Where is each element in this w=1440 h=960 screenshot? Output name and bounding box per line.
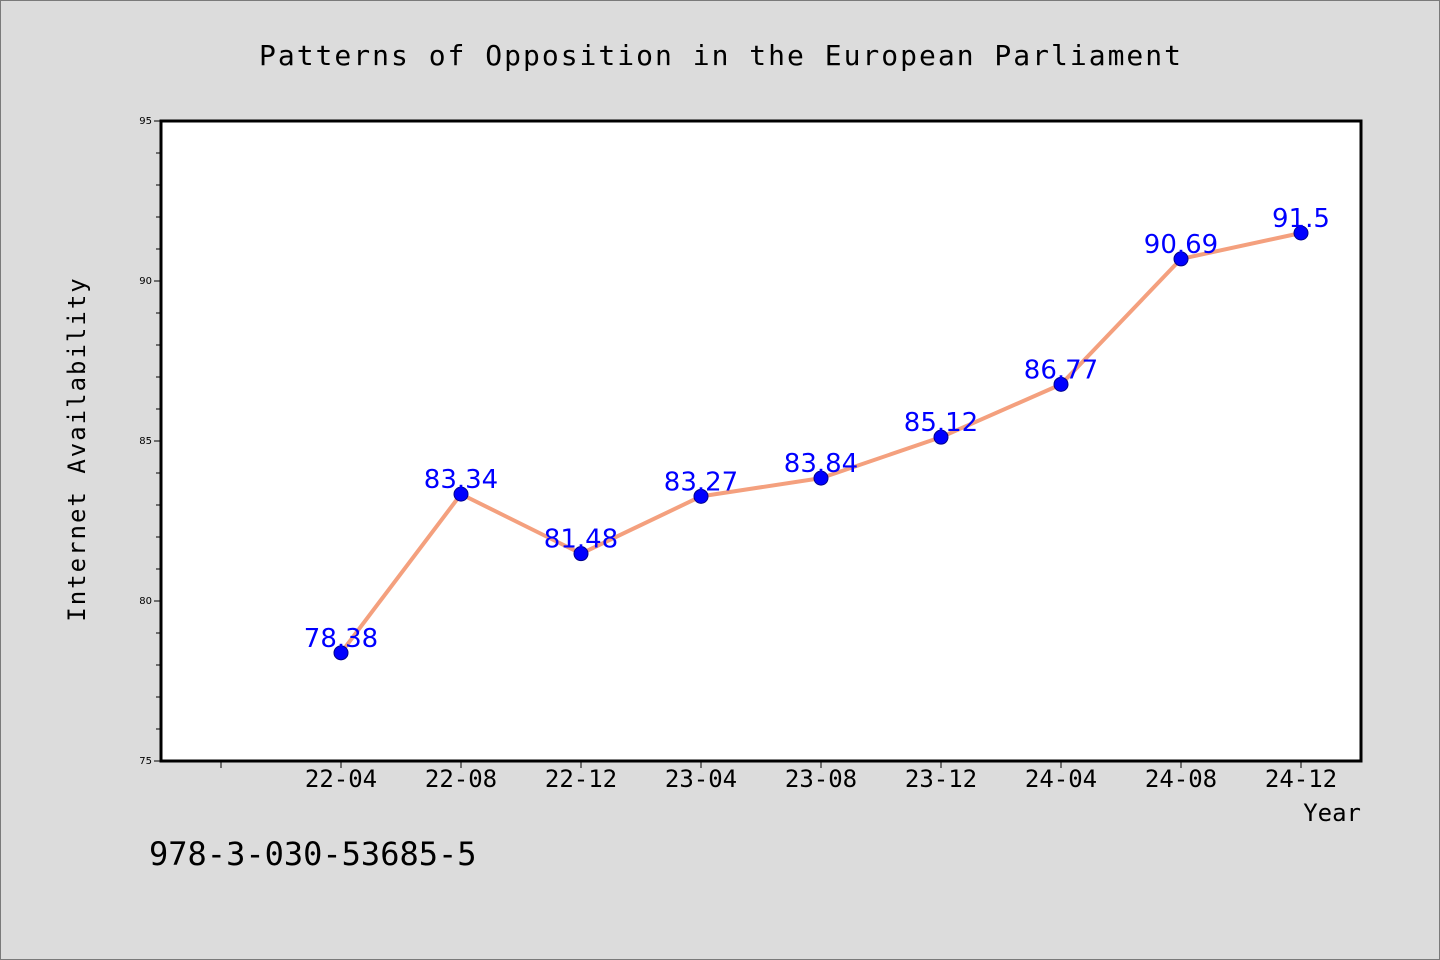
series-layer [333, 225, 1309, 661]
data-point [1293, 225, 1309, 241]
chart-title: Patterns of Opposition in the European P… [259, 39, 1183, 72]
data-label: 83.34 [424, 465, 498, 495]
data-label: 81.48 [544, 525, 618, 555]
x-tick-label: 22-12 [545, 765, 617, 793]
data-point [1173, 251, 1189, 267]
data-point [693, 488, 709, 504]
data-point [1053, 376, 1069, 392]
y-axis: 75 80 85 90 95 [139, 116, 161, 767]
data-point [453, 486, 469, 502]
plot-area [161, 121, 1361, 761]
data-label: 83.84 [784, 449, 858, 479]
plot-frame [159, 119, 1363, 763]
x-tick-label: 23-04 [665, 765, 737, 793]
y-tick-label: 90 [139, 276, 152, 287]
x-tick-label: 24-12 [1265, 765, 1337, 793]
x-tick-label: 22-04 [305, 765, 377, 793]
data-label: 90.69 [1144, 230, 1218, 260]
x-tick-label: 24-04 [1025, 765, 1097, 793]
x-tick-label: 23-08 [785, 765, 857, 793]
data-point [813, 470, 829, 486]
data-label: 86.77 [1024, 355, 1098, 385]
y-axis-label: Internet Availability [63, 276, 91, 621]
data-label: 85.12 [904, 408, 978, 438]
data-label: 78.38 [304, 624, 378, 654]
data-label: 83.27 [664, 467, 738, 497]
y-tick-label: 85 [139, 436, 152, 447]
x-tick-label: 23-12 [905, 765, 977, 793]
isbn-annotation: 978-3-030-53685-5 [149, 835, 477, 873]
y-tick-label: 95 [139, 116, 152, 127]
y-tick-label: 80 [139, 596, 152, 607]
x-tick-label: 24-08 [1145, 765, 1217, 793]
data-label-layer: 78.38 83.34 81.48 83.27 83.84 85.12 86.77 90.69… [304, 204, 1330, 654]
x-axis-label: Year [1303, 799, 1361, 827]
x-tick-label: 22-08 [425, 765, 497, 793]
data-label: 91.5 [1272, 204, 1330, 234]
data-point [573, 546, 589, 562]
x-axis: 22-04 22-08 22-12 23-04 23-08 23-12 24-04 24-08… [220, 761, 1337, 793]
y-tick-label: 75 [139, 756, 152, 767]
data-point [933, 429, 949, 445]
data-point [333, 645, 349, 661]
